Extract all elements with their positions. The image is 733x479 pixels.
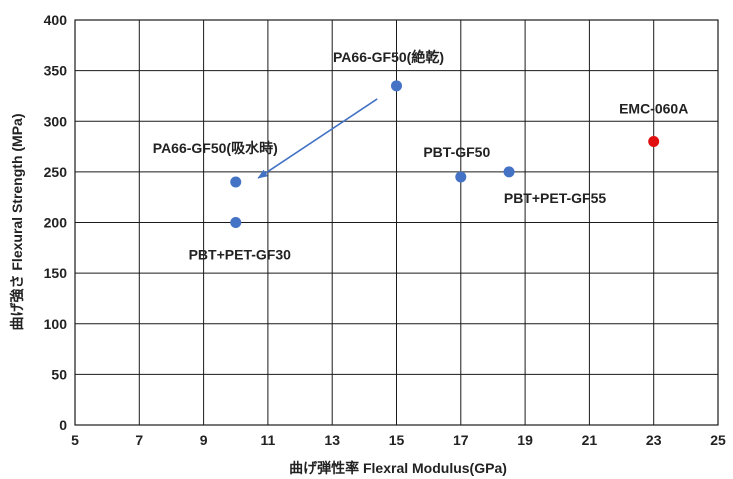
- data-point-1: [230, 176, 242, 188]
- data-point-2: [230, 217, 242, 228]
- x-tick-label-8: 21: [582, 432, 598, 448]
- annotation-arrows: [257, 98, 378, 179]
- point-label-2: PBT+PET-GF30: [189, 247, 292, 263]
- y-tick-label-6: 300: [44, 113, 68, 129]
- x-tick-label-4: 13: [324, 432, 340, 448]
- data-point-4: [503, 166, 515, 178]
- plot-frame: [74, 19, 719, 426]
- annotation-arrow-0: [257, 98, 378, 179]
- x-tick-label-2: 9: [200, 432, 208, 448]
- x-tick-label-1: 7: [135, 432, 143, 448]
- x-axis-title: 曲げ弾性率 Flexral Modulus(GPa): [289, 460, 507, 476]
- tick-labels: 5 7 9 11 13 15 17 19 21 23 25050100150200250300350…: [44, 12, 726, 448]
- y-tick-label-5: 250: [44, 164, 68, 180]
- x-tick-label-9: 23: [646, 432, 662, 448]
- y-tick-label-2: 100: [44, 316, 68, 332]
- point-labels: PA66-GF50(絶乾) PA66-GF50(吸水時) PBT+PET-GF30 P…: [153, 49, 689, 263]
- x-tick-label-5: 15: [389, 432, 405, 448]
- data-point-3: [455, 171, 467, 183]
- point-label-5: EMC-060A: [619, 101, 688, 117]
- data-points: [230, 80, 660, 228]
- y-tick-label-8: 400: [44, 12, 68, 28]
- data-point-5: [648, 136, 660, 147]
- point-label-0: PA66-GF50(絶乾): [333, 49, 444, 65]
- x-tick-label-7: 19: [517, 432, 533, 448]
- data-point-0: [391, 80, 402, 92]
- x-tick-label-3: 11: [260, 432, 275, 448]
- y-tick-label-7: 350: [44, 63, 68, 79]
- x-tick-label-6: 17: [453, 432, 469, 448]
- point-label-1: PA66-GF50(吸水時): [153, 140, 278, 156]
- point-label-3: PBT-GF50: [423, 144, 490, 160]
- y-tick-label-4: 200: [44, 215, 68, 231]
- point-label-4: PBT+PET-GF55: [504, 190, 607, 206]
- x-tick-label-10: 25: [710, 432, 726, 448]
- y-tick-label-1: 50: [51, 366, 67, 382]
- y-tick-label-3: 150: [44, 265, 68, 281]
- y-tick-label-0: 0: [59, 417, 67, 433]
- x-tick-label-0: 5: [71, 432, 79, 448]
- y-axis-title: 曲げ強さ Flexural Strength (MPa): [9, 113, 25, 330]
